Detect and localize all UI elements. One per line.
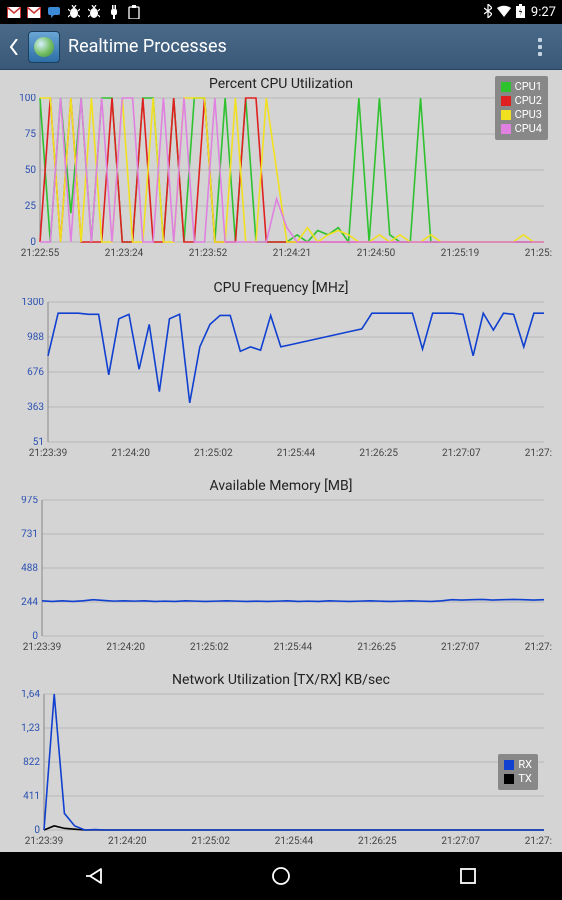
nav-home-button[interactable]: [241, 852, 321, 900]
nav-back-button[interactable]: [54, 852, 134, 900]
chart-title: Available Memory [MB]: [10, 478, 552, 494]
svg-text:21:25:02: 21:25:02: [194, 448, 233, 459]
legend-item: RX: [504, 758, 532, 772]
svg-text:21:24:50: 21:24:50: [357, 248, 396, 259]
svg-text:21:27:07: 21:27:07: [441, 642, 480, 653]
svg-text:21:24:21: 21:24:21: [273, 248, 312, 259]
svg-text:51: 51: [33, 437, 44, 448]
legend-item: CPU4: [501, 122, 542, 136]
legend-item: CPU1: [501, 80, 542, 94]
svg-text:21:23:52: 21:23:52: [189, 248, 228, 259]
svg-text:0: 0: [30, 237, 36, 248]
svg-text:975: 975: [21, 496, 38, 506]
svg-text:21:24:20: 21:24:20: [111, 448, 150, 459]
svg-text:21:27:49: 21:27:49: [525, 448, 552, 459]
system-nav-bar: [0, 852, 562, 900]
legend-network: RXTX: [498, 754, 538, 790]
svg-text:21:26:25: 21:26:25: [357, 642, 396, 653]
svg-text:822: 822: [23, 757, 40, 768]
svg-text:21:25:19: 21:25:19: [441, 248, 480, 259]
svg-text:21:26:25: 21:26:25: [358, 836, 397, 847]
svg-text:50: 50: [25, 165, 37, 176]
chart-title: Percent CPU Utilization: [10, 76, 552, 92]
svg-text:676: 676: [27, 367, 44, 378]
svg-text:21:26:25: 21:26:25: [359, 448, 398, 459]
overflow-menu-button[interactable]: [526, 24, 554, 69]
chart-cpu-frequency: CPU Frequency [MHz] 51 363 676 988 1300 21:23…: [0, 274, 562, 468]
legend-item: CPU2: [501, 94, 542, 108]
svg-text:1,64: 1,64: [21, 690, 40, 700]
svg-text:411: 411: [23, 791, 40, 802]
chart-title: CPU Frequency [MHz]: [10, 280, 552, 296]
svg-text:21:23:39: 21:23:39: [23, 642, 62, 653]
svg-text:25: 25: [25, 201, 37, 212]
svg-text:21:24:20: 21:24:20: [108, 836, 147, 847]
status-time: 9:27: [531, 5, 556, 20]
back-button[interactable]: [8, 24, 20, 69]
svg-text:21:27:07: 21:27:07: [442, 448, 481, 459]
svg-text:363: 363: [27, 402, 44, 413]
legend-cpu: CPU1CPU2CPU3CPU4: [495, 76, 548, 140]
chart-network: Network Utilization [TX/RX] KB/sec 0 411 8…: [0, 666, 562, 852]
gmail-icon: [26, 4, 42, 20]
plug-icon: [106, 4, 122, 20]
svg-text:0: 0: [34, 825, 40, 836]
svg-text:21:25:02: 21:25:02: [190, 642, 229, 653]
nav-recents-button[interactable]: [428, 852, 508, 900]
svg-text:21:25:44: 21:25:44: [275, 836, 314, 847]
clipboard-icon: [126, 4, 142, 20]
svg-text:21:22:55: 21:22:55: [21, 248, 60, 259]
chart-title: Network Utilization [TX/RX] KB/sec: [10, 672, 552, 688]
svg-text:75: 75: [25, 129, 37, 140]
wifi-icon: [496, 5, 512, 20]
chart-memory: Available Memory [MB] 0 244 488 731 975 21:23…: [0, 472, 562, 662]
svg-text:488: 488: [21, 563, 38, 574]
svg-text:21:27:07: 21:27:07: [441, 836, 480, 847]
svg-text:21:25:44: 21:25:44: [277, 448, 316, 459]
svg-text:731: 731: [21, 529, 38, 540]
svg-text:21:23:39: 21:23:39: [29, 448, 68, 459]
svg-text:21:23:39: 21:23:39: [25, 836, 64, 847]
svg-text:21:23:24: 21:23:24: [105, 248, 144, 259]
bug-icon: [66, 4, 82, 20]
svg-text:21:25:48: 21:25:48: [525, 248, 552, 259]
svg-text:21:25:44: 21:25:44: [274, 642, 313, 653]
app-icon[interactable]: [28, 31, 60, 63]
page-title: Realtime Processes: [68, 36, 227, 57]
action-bar: Realtime Processes: [0, 24, 562, 70]
bluetooth-icon: [484, 4, 492, 21]
svg-text:0: 0: [32, 631, 38, 642]
bug-icon: [86, 4, 102, 20]
status-system-tray: 9:27: [484, 4, 556, 21]
legend-item: TX: [504, 772, 532, 786]
content-area: Percent CPU Utilization 0 25 50 75 100 21:22:…: [0, 70, 562, 852]
chart-cpu-utilization: Percent CPU Utilization 0 25 50 75 100 21:22:…: [0, 70, 562, 270]
svg-text:1,23: 1,23: [21, 723, 40, 734]
svg-text:21:27:49: 21:27:49: [525, 642, 552, 653]
status-bar: 9:27: [0, 0, 562, 24]
svg-text:244: 244: [21, 597, 38, 608]
gmail-icon: [6, 4, 22, 20]
svg-text:21:25:02: 21:25:02: [191, 836, 230, 847]
chat-icon: [46, 4, 62, 20]
svg-text:988: 988: [27, 332, 44, 343]
svg-text:21:27:49: 21:27:49: [525, 836, 552, 847]
svg-text:1300: 1300: [22, 298, 45, 308]
status-notification-tray: [6, 4, 142, 20]
legend-item: CPU3: [501, 108, 542, 122]
battery-charging-icon: [516, 4, 525, 21]
svg-text:21:24:20: 21:24:20: [106, 642, 145, 653]
svg-text:100: 100: [19, 94, 36, 104]
